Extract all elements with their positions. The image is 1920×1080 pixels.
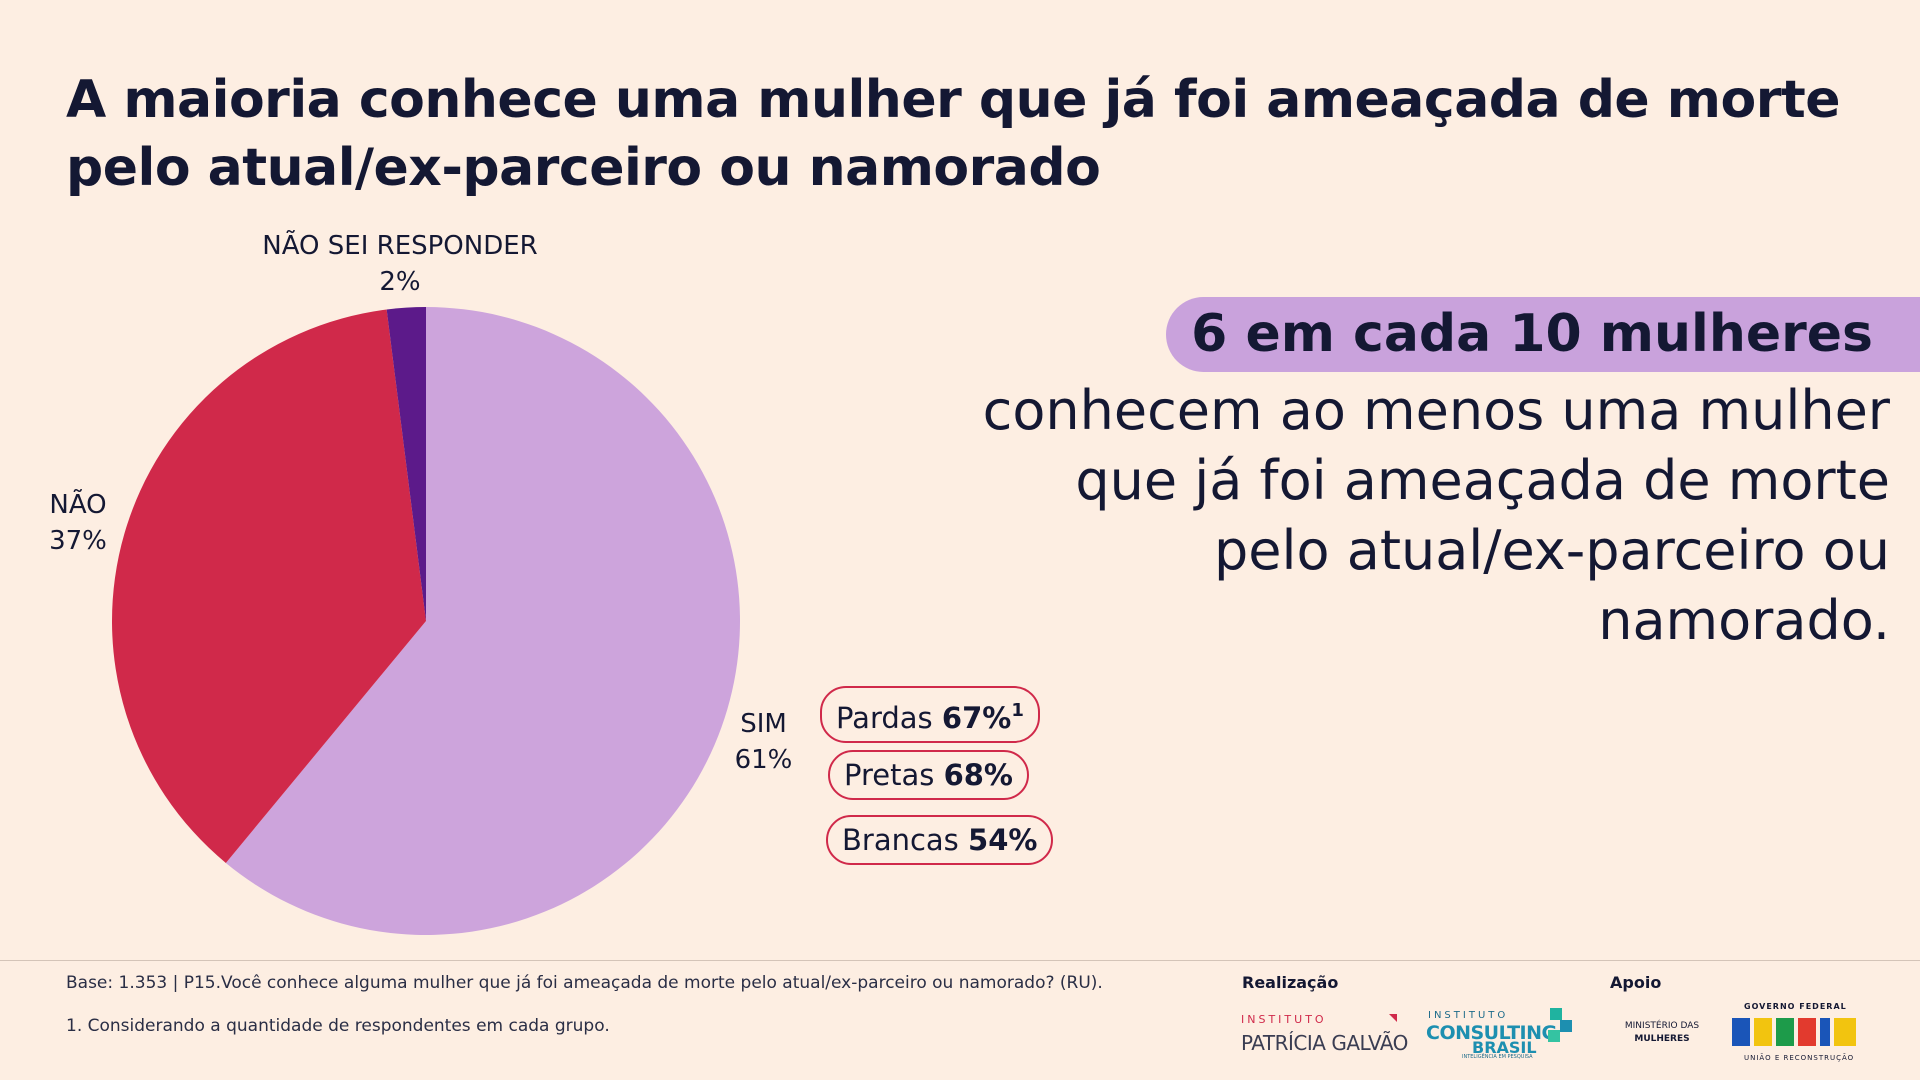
title-line-1: A maioria conhece uma mulher que já foi … bbox=[66, 70, 1840, 130]
slice-label-sim-value: 61% bbox=[734, 745, 793, 775]
breakdown-pill-brancas: Brancas 54% bbox=[826, 815, 1054, 865]
slice-label-nao-sei-name: NÃO SEI RESPONDER bbox=[262, 231, 538, 261]
apoio-heading: Apoio bbox=[1610, 973, 1662, 992]
breakdown-label: Pardas bbox=[836, 701, 933, 735]
realizacao-heading: Realização bbox=[1242, 973, 1339, 992]
slice-label-nao-value: 37% bbox=[49, 526, 107, 556]
callout-line-4: namorado. bbox=[1598, 589, 1890, 652]
pg-logo-big-text: PATRÍCIA GALVÃO bbox=[1241, 1031, 1408, 1055]
slice-label-sim-name: SIM bbox=[740, 709, 787, 739]
highlight-text: 6 em cada 10 mulheres bbox=[1191, 304, 1873, 364]
slice-label-nao-sei-value: 2% bbox=[379, 267, 421, 297]
slice-label-nao-name: NÃO bbox=[49, 490, 107, 520]
brasil-wordmark bbox=[1732, 1018, 1856, 1046]
footer-base-note: Base: 1.353 | P15.Você conhece alguma mu… bbox=[66, 973, 1103, 993]
breakdown-value: 54% bbox=[968, 823, 1038, 857]
breakdown-label: Brancas bbox=[842, 823, 959, 857]
icb-logo-tagline: INTELIGÊNCIA EM PESQUISA bbox=[1462, 1054, 1533, 1060]
callout-line-1: conhecem ao menos uma mulher bbox=[982, 379, 1890, 442]
icb-logo-brasil-text: BRASIL bbox=[1472, 1038, 1537, 1057]
consulting-brasil-logo: INSTITUTO CONSULTING BRASIL INTELIGÊNCIA… bbox=[1426, 1008, 1572, 1060]
ministerio-mulheres-logo: MINISTÉRIO DAS MULHERES bbox=[1612, 1020, 1712, 1046]
pie-slice-não bbox=[112, 309, 426, 863]
patricia-galvao-logo: INSTITUTO PATRÍCIA GALVÃO bbox=[1241, 1013, 1408, 1057]
breakdown-value: 68% bbox=[943, 758, 1013, 792]
slice-label-nao: NÃO 37% bbox=[28, 487, 128, 559]
pg-logo-small-text: INSTITUTO bbox=[1241, 1013, 1327, 1026]
icb-logo-big-text: CONSULTING bbox=[1426, 1022, 1557, 1044]
breakdown-value: 67% bbox=[941, 701, 1012, 735]
icb-square-icon bbox=[1560, 1020, 1572, 1032]
governo-federal-logo: GOVERNO FEDERAL UNIÃO E RECONSTRUÇÃO bbox=[1730, 1002, 1860, 1066]
icb-square-icon bbox=[1550, 1008, 1562, 1020]
mm-logo-line-2: MULHERES bbox=[1634, 1034, 1690, 1044]
breakdown-pill-pretas: Pretas 68% bbox=[828, 750, 1029, 800]
highlight-banner: 6 em cada 10 mulheres bbox=[1166, 297, 1920, 372]
pg-flag-icon bbox=[1389, 1014, 1397, 1022]
footer-footnote: 1. Considerando a quantidade de responde… bbox=[66, 1016, 610, 1036]
mm-logo-line-1: MINISTÉRIO DAS bbox=[1624, 1021, 1700, 1031]
slice-label-nao-sei: NÃO SEI RESPONDER 2% bbox=[250, 228, 550, 300]
pie-slice-sim bbox=[225, 307, 740, 935]
title-line-2: pelo atual/ex-parceiro ou namorado bbox=[66, 138, 1101, 198]
pie-slice-não-sei-responder bbox=[386, 307, 426, 621]
breakdown-footnote-marker: 1 bbox=[1011, 700, 1024, 721]
slice-label-sim: SIM 61% bbox=[716, 706, 811, 778]
callout-text: conhecem ao menos uma mulher que já foi … bbox=[790, 376, 1890, 656]
breakdown-label: Pretas bbox=[844, 758, 935, 792]
callout-line-2: que já foi ameaçada de morte bbox=[1075, 449, 1890, 512]
icb-logo-small-text: INSTITUTO bbox=[1428, 1010, 1509, 1021]
breakdown-pill-pardas: Pardas 67%1 bbox=[820, 686, 1040, 743]
icb-square-icon bbox=[1548, 1030, 1560, 1042]
page-title: A maioria conhece uma mulher que já foi … bbox=[66, 66, 1866, 202]
footer-divider bbox=[0, 960, 1920, 961]
callout-line-3: pelo atual/ex-parceiro ou bbox=[1214, 519, 1890, 582]
gov-logo-bottom-text: UNIÃO E RECONSTRUÇÃO bbox=[1744, 1054, 1855, 1062]
gov-logo-top-text: GOVERNO FEDERAL bbox=[1744, 1002, 1847, 1011]
